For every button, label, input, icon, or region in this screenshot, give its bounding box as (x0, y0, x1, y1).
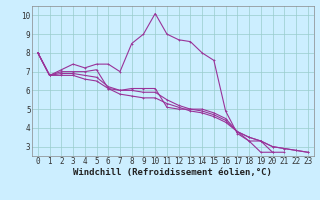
X-axis label: Windchill (Refroidissement éolien,°C): Windchill (Refroidissement éolien,°C) (73, 168, 272, 177)
